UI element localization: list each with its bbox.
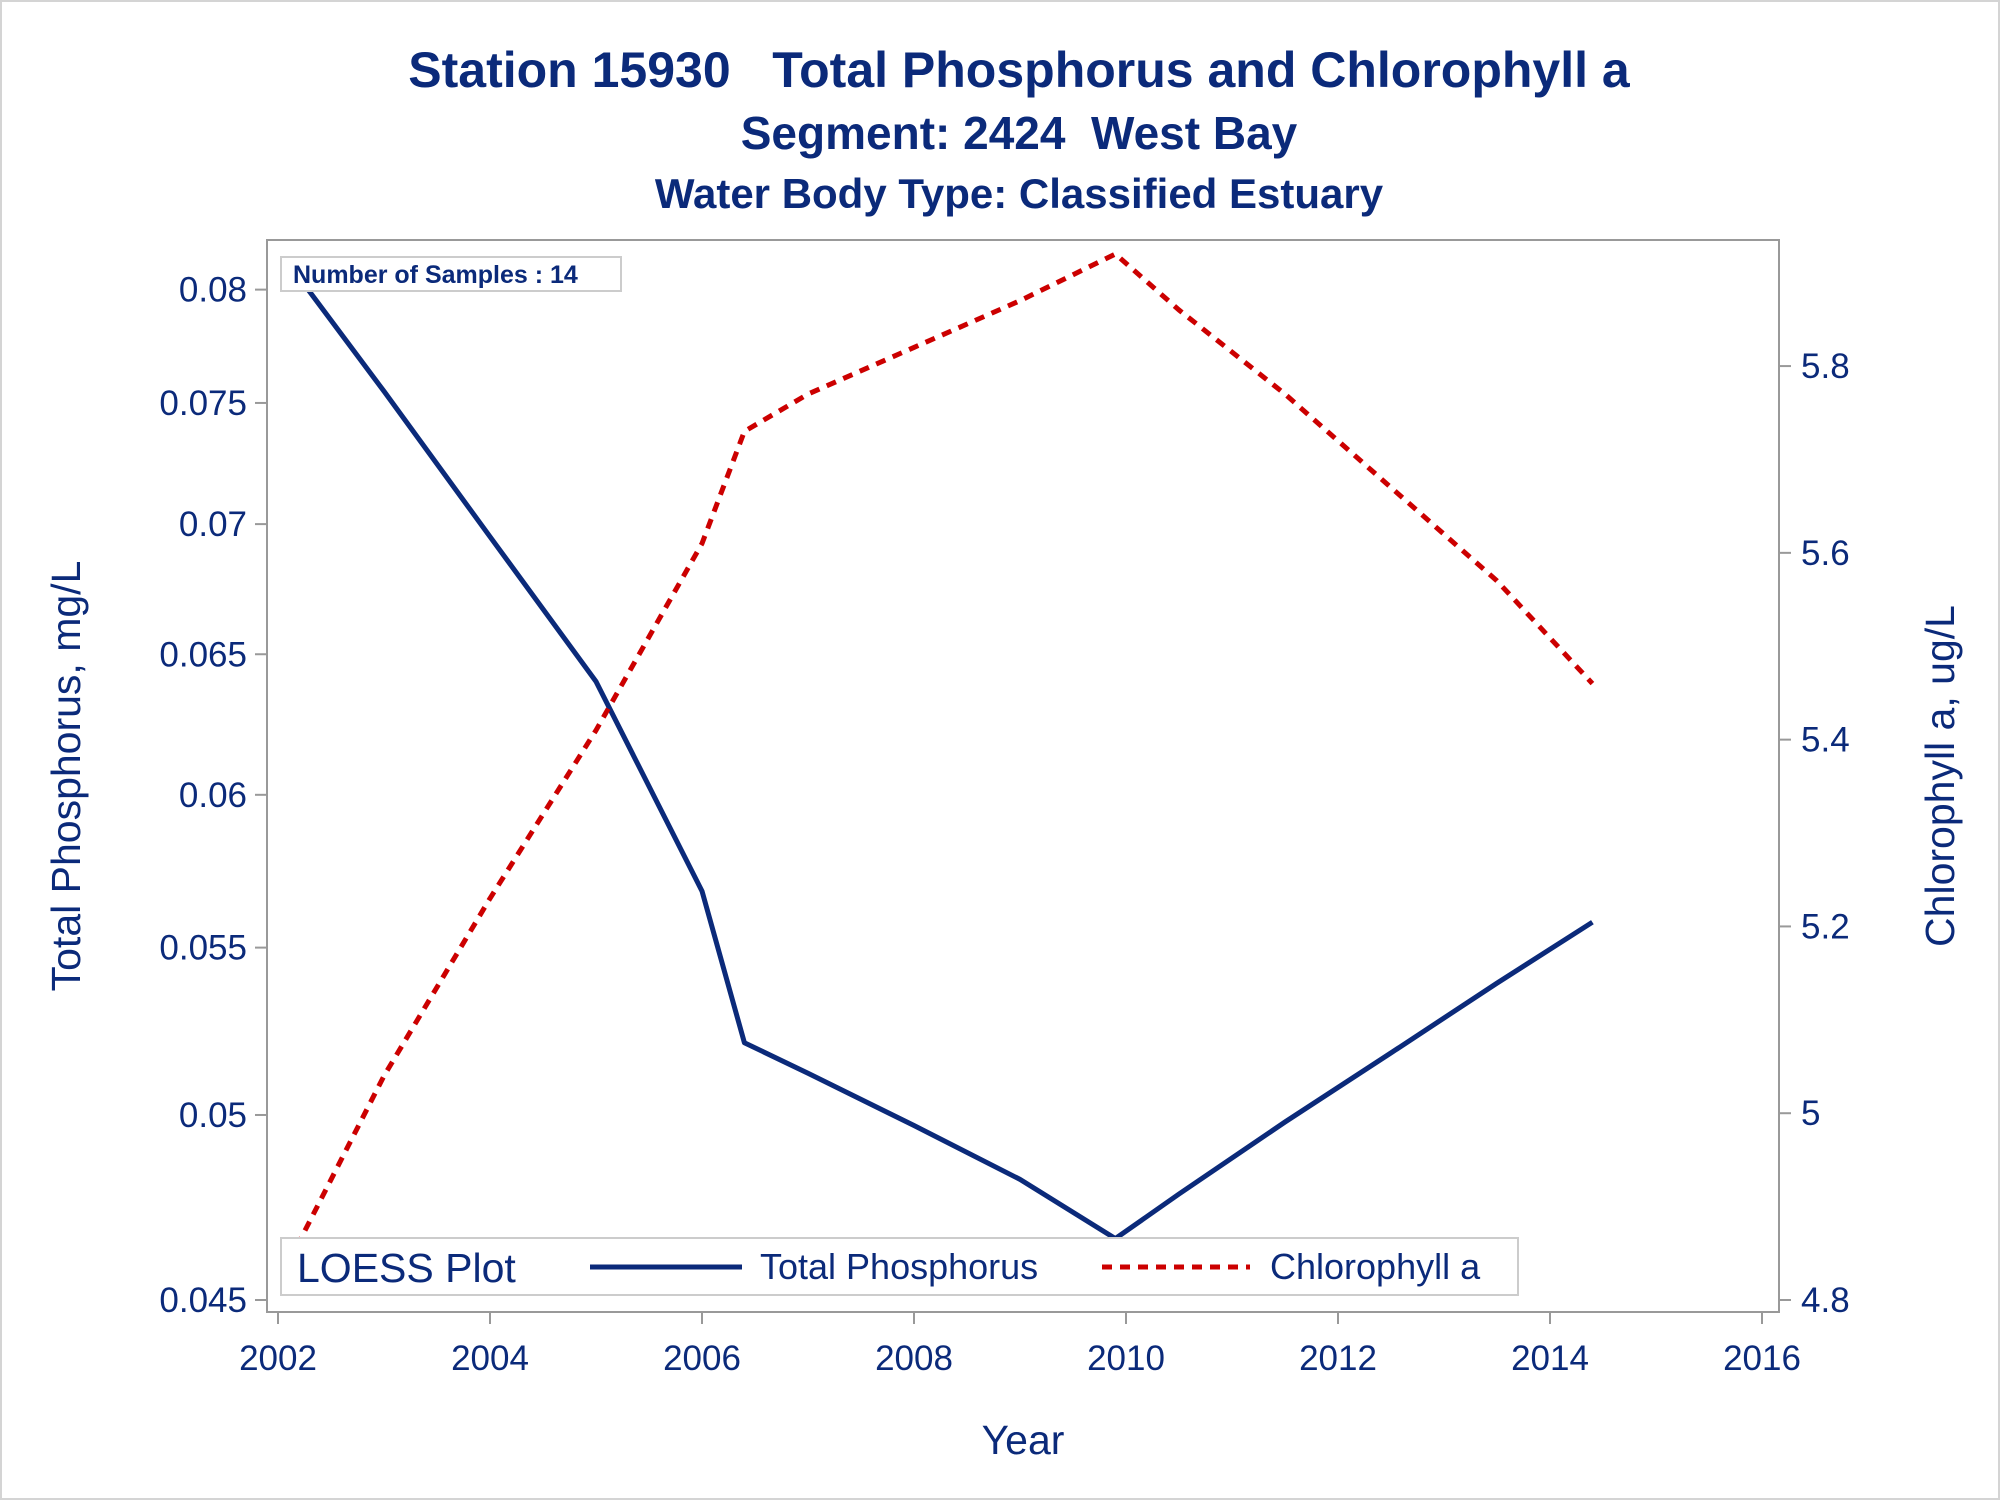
chart-title: Station 15930 Total Phosphorus and Chlor… <box>408 42 1631 98</box>
x-tick-label: 2012 <box>1299 1339 1377 1378</box>
sample-count-annotation: Number of Samples : 14 <box>293 261 578 289</box>
legend-title: LOESS Plot <box>297 1245 516 1291</box>
y-tick-label: 0.065 <box>159 635 247 674</box>
series-lines <box>286 251 1595 1264</box>
y-tick-label: 0.08 <box>179 271 247 310</box>
x-tick-label: 2006 <box>663 1339 741 1378</box>
y2-tick-label: 5.2 <box>1801 907 1850 946</box>
chart-subtitle-2: Water Body Type: Classified Estuary <box>655 170 1384 217</box>
x-tick-label: 2010 <box>1087 1339 1165 1378</box>
y-tick-label: 0.055 <box>159 929 247 968</box>
y2-tick-label: 5.4 <box>1801 721 1850 760</box>
plot-area <box>266 239 1780 1313</box>
y-axis-label: Total Phosphorus, mg/L <box>43 561 89 992</box>
annotation-box <box>280 256 622 292</box>
legend: LOESS Plot Total Phosphorus Chlorophyll … <box>280 1237 1519 1296</box>
y2-axis: 4.8 5 5.2 5.4 5.6 5.8 <box>1779 347 1850 1320</box>
y2-tick-label: 5.6 <box>1801 534 1850 573</box>
y-tick-label: 0.07 <box>179 505 247 544</box>
legend-box <box>280 1237 1519 1296</box>
x-tick-label: 2002 <box>239 1339 317 1378</box>
x-tick-label: 2004 <box>451 1339 529 1378</box>
x-tick-label: 2014 <box>1511 1339 1589 1378</box>
series-line-chlorophyll-a <box>286 251 1595 1264</box>
x-axis-label: Year <box>982 1417 1065 1463</box>
y2-axis-label: Chlorophyll a, ug/L <box>1917 605 1963 947</box>
x-tick-label: 2016 <box>1723 1339 1801 1378</box>
chart-subtitle: Segment: 2424 West Bay <box>741 107 1298 159</box>
legend-label-total-phosphorus: Total Phosphorus <box>760 1246 1038 1287</box>
legend-label-chlorophyll-a: Chlorophyll a <box>1270 1246 1481 1287</box>
y-axis: 0.045 0.05 0.055 0.06 0.065 0.07 0.075 0.08 <box>159 271 267 1320</box>
y2-tick-label: 5 <box>1801 1094 1820 1133</box>
y2-tick-label: 4.8 <box>1801 1281 1850 1320</box>
x-axis: 2002 2004 2006 2008 2010 2012 2014 2016 <box>239 1312 1801 1378</box>
series-line-total-phosphorus <box>286 262 1594 1242</box>
x-tick-label: 2008 <box>875 1339 953 1378</box>
y-tick-label: 0.06 <box>179 776 247 815</box>
y-tick-label: 0.075 <box>159 384 247 423</box>
y-tick-label: 0.045 <box>159 1281 247 1320</box>
y-tick-label: 0.05 <box>179 1096 247 1135</box>
y2-tick-label: 5.8 <box>1801 347 1850 386</box>
